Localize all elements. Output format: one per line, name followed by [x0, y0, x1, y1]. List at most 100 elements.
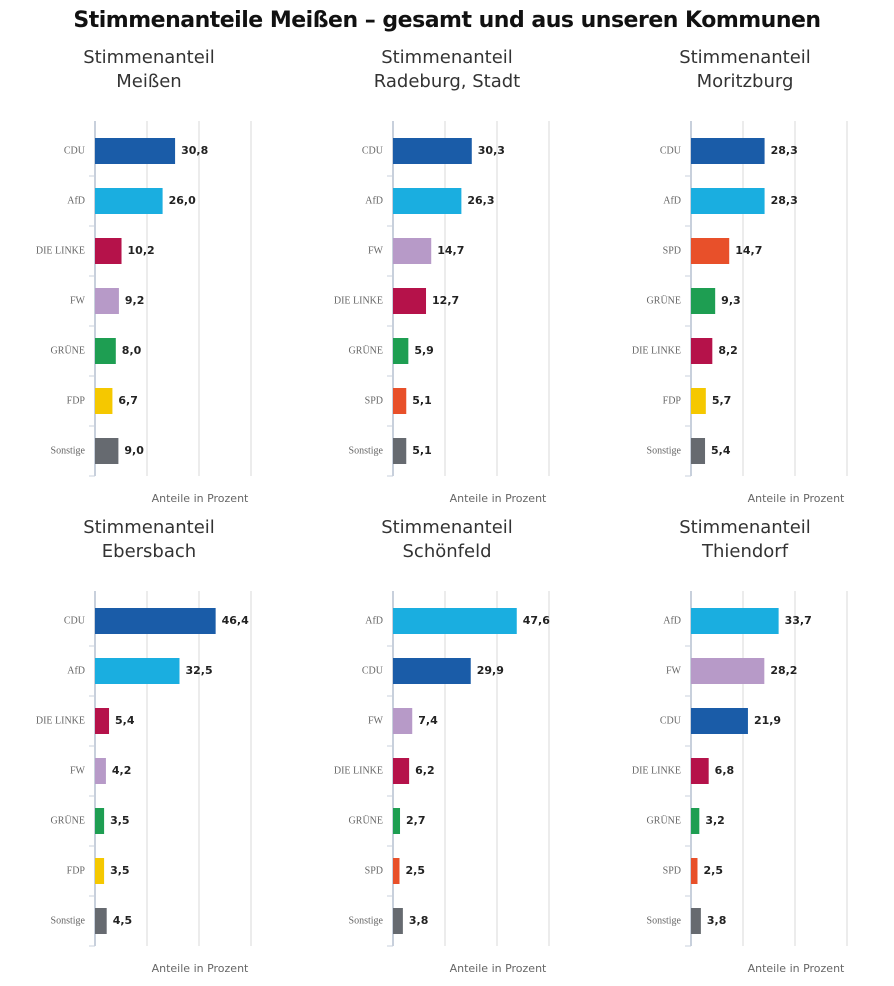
- bar: [393, 438, 407, 464]
- category-label: FDP: [663, 395, 682, 406]
- chart-title: Stimmenanteil Moritzburg: [679, 47, 811, 92]
- value-label: 3,5: [110, 814, 130, 827]
- value-label: 28,2: [770, 664, 797, 677]
- bar: [691, 658, 765, 684]
- chart-panel: Stimmenanteil Ebersbach CDU 46,4 AfD 32,5 DIE…: [0, 516, 298, 986]
- category-label: CDU: [660, 715, 682, 726]
- chart: CDU 30,8 AfD 26,0 DIE LINKE 10,2 FW 9,2 GRÜNE 8,0…: [36, 121, 252, 505]
- category-label: FW: [368, 245, 384, 256]
- value-label: 3,5: [110, 864, 130, 877]
- bar: [393, 908, 403, 934]
- bar: [95, 708, 110, 734]
- bar: [95, 758, 106, 784]
- bar: [95, 288, 119, 314]
- category-label: GRÜNE: [349, 814, 383, 826]
- category-label: CDU: [660, 145, 682, 156]
- category-label: AfD: [365, 195, 383, 206]
- chart-title: Stimmenanteil Meißen: [83, 47, 215, 92]
- value-label: 9,0: [124, 444, 144, 457]
- bar: [393, 858, 400, 884]
- category-label: DIE LINKE: [632, 345, 681, 356]
- category-label: GRÜNE: [51, 344, 85, 356]
- bar: [95, 908, 107, 934]
- category-label: FDP: [67, 865, 86, 876]
- main-title: Stimmenanteile Meißen – gesamt und aus u…: [73, 8, 821, 33]
- bar: [95, 188, 163, 214]
- category-label: GRÜNE: [51, 814, 85, 826]
- bar: [691, 858, 698, 884]
- value-label: 5,7: [712, 394, 732, 407]
- bar: [95, 338, 116, 364]
- chart-title: Stimmenanteil Thiendorf: [679, 517, 811, 562]
- value-label: 3,2: [705, 814, 725, 827]
- bar: [691, 608, 779, 634]
- category-label: Sonstige: [51, 915, 86, 926]
- bar: [691, 238, 730, 264]
- bar: [393, 658, 471, 684]
- chart-title: Stimmenanteil Radeburg, Stadt: [373, 47, 521, 92]
- chart: AfD 47,6 CDU 29,9 FW 7,4 DIE LINKE 6,2 GRÜNE 2,7 S…: [334, 591, 550, 975]
- value-label: 21,9: [754, 714, 781, 727]
- bar: [691, 288, 716, 314]
- x-axis-label: Anteile in Prozent: [152, 492, 249, 505]
- category-label: SPD: [663, 865, 681, 876]
- value-label: 2,5: [406, 864, 426, 877]
- bar: [95, 138, 176, 164]
- value-label: 6,7: [118, 394, 138, 407]
- category-label: Sonstige: [349, 915, 384, 926]
- category-label: Sonstige: [647, 915, 682, 926]
- category-label: FW: [70, 765, 86, 776]
- value-label: 5,1: [412, 394, 432, 407]
- bar: [95, 858, 105, 884]
- category-label: FW: [368, 715, 384, 726]
- chart-panel: Stimmenanteil Thiendorf AfD 33,7 FW 28,2 CDU 2…: [596, 516, 894, 986]
- category-label: FW: [70, 295, 86, 306]
- x-axis-label: Anteile in Prozent: [748, 492, 845, 505]
- bar: [691, 388, 706, 414]
- value-label: 9,2: [125, 294, 145, 307]
- category-label: CDU: [64, 145, 86, 156]
- chart-title: Stimmenanteil Schönfeld: [381, 517, 513, 562]
- x-axis-label: Anteile in Prozent: [450, 492, 547, 505]
- value-label: 2,5: [704, 864, 724, 877]
- value-label: 7,4: [418, 714, 438, 727]
- bar: [393, 238, 432, 264]
- bar: [393, 188, 462, 214]
- category-label: Sonstige: [349, 445, 384, 456]
- bar: [95, 608, 216, 634]
- bar: [691, 438, 706, 464]
- bar: [393, 708, 413, 734]
- category-label: AfD: [663, 615, 681, 626]
- category-label: DIE LINKE: [36, 245, 85, 256]
- value-label: 28,3: [771, 144, 798, 157]
- category-label: AfD: [663, 195, 681, 206]
- bar: [393, 808, 401, 834]
- chart-panel: Stimmenanteil Meißen CDU 30,8 AfD 26,0 DIE LI…: [0, 46, 298, 516]
- x-axis-label: Anteile in Prozent: [450, 962, 547, 975]
- value-label: 46,4: [222, 614, 249, 627]
- category-label: CDU: [362, 665, 384, 676]
- value-label: 6,2: [415, 764, 435, 777]
- category-label: DIE LINKE: [36, 715, 85, 726]
- chart-panel: Stimmenanteil Schönfeld AfD 47,6 CDU 29,9 FW 7…: [298, 516, 596, 986]
- chart: CDU 46,4 AfD 32,5 DIE LINKE 5,4 FW 4,2 GRÜNE 3,5 F…: [36, 591, 252, 975]
- category-label: GRÜNE: [349, 344, 383, 356]
- value-label: 26,0: [169, 194, 196, 207]
- bar: [95, 808, 105, 834]
- bar: [691, 908, 701, 934]
- bar: [95, 438, 119, 464]
- bar: [691, 808, 700, 834]
- category-label: CDU: [362, 145, 384, 156]
- bar: [393, 138, 472, 164]
- value-label: 9,3: [721, 294, 741, 307]
- chart-panel: Stimmenanteil Moritzburg CDU 28,3 AfD 28,3 SP…: [596, 46, 894, 516]
- value-label: 5,4: [711, 444, 731, 457]
- value-label: 14,7: [437, 244, 464, 257]
- category-label: Sonstige: [51, 445, 86, 456]
- bar: [691, 708, 748, 734]
- chart: CDU 30,3 AfD 26,3 FW 14,7 DIE LINKE 12,7 GRÜNE 5,…: [334, 121, 550, 505]
- category-label: CDU: [64, 615, 86, 626]
- bar: [95, 658, 180, 684]
- bar: [691, 138, 765, 164]
- category-label: SPD: [365, 395, 383, 406]
